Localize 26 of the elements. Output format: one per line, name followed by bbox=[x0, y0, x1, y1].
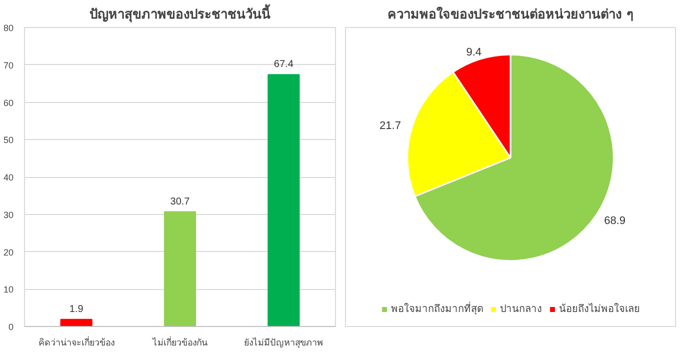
data-label: 68.9 bbox=[604, 214, 626, 227]
chart-title: ปัญหาสุขภาพของประชาชนวันนี้ bbox=[90, 4, 270, 22]
data-label: 67.4 bbox=[274, 59, 294, 70]
chart-title: ความพอใจของประชาชนต่อหน่วยงานต่าง ๆ bbox=[388, 6, 634, 22]
y-tick-label: 60 bbox=[3, 98, 14, 108]
x-tick-label: คิดว่าน่าจะเกี่ยวข้อง bbox=[38, 336, 114, 348]
y-tick-label: 0 bbox=[8, 322, 14, 332]
y-tick-label: 20 bbox=[3, 247, 14, 258]
y-tick-label: 70 bbox=[3, 60, 14, 70]
data-label: 21.7 bbox=[380, 120, 401, 132]
y-tick-label: 80 bbox=[3, 23, 14, 33]
x-tick-label: ยังไม่มีปัญหาสุขภาพ bbox=[244, 338, 324, 348]
bar bbox=[60, 318, 92, 326]
legend-label: น้อยถึงไม่พอใจเลย bbox=[559, 302, 640, 316]
x-tick-label: ไม่เกี่ยวข้องกัน bbox=[152, 336, 208, 348]
bar bbox=[164, 211, 196, 326]
legend-label: ปานกลาง bbox=[500, 303, 542, 316]
data-label: 1.9 bbox=[69, 304, 84, 315]
y-tick-label: 50 bbox=[3, 135, 14, 146]
y-tick-label: 10 bbox=[3, 284, 14, 295]
data-label: 30.7 bbox=[170, 196, 190, 208]
bar bbox=[268, 74, 300, 326]
y-tick-label: 40 bbox=[3, 172, 14, 182]
y-tick-label: 30 bbox=[3, 210, 14, 220]
legend-label: พอใจมากถึงมากที่สุด bbox=[391, 301, 483, 316]
data-label: 9.4 bbox=[466, 46, 482, 59]
